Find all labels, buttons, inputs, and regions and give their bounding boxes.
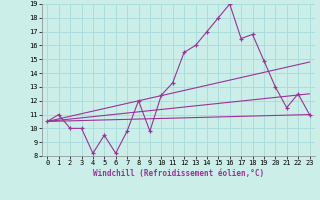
X-axis label: Windchill (Refroidissement éolien,°C): Windchill (Refroidissement éolien,°C) [93,169,264,178]
